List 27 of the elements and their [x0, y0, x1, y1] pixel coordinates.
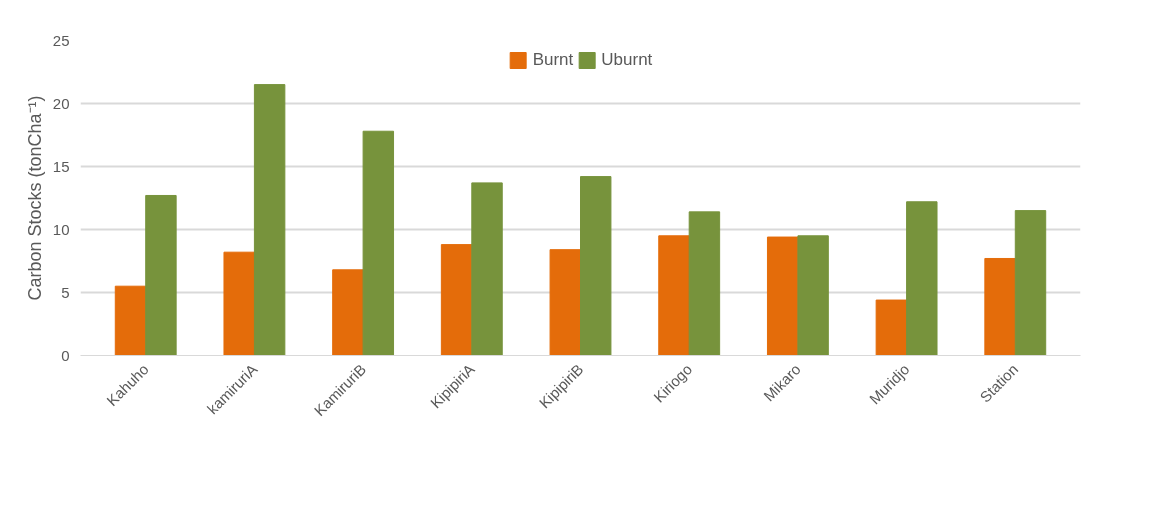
bar: [223, 251, 255, 356]
bar: [875, 299, 908, 356]
bar: [658, 235, 690, 356]
y-tick-label: 15: [52, 157, 70, 175]
bar: [688, 211, 721, 356]
bar: [797, 235, 829, 356]
legend-label: Burnt: [532, 50, 574, 70]
bar: [471, 182, 503, 356]
y-tick-label: 10: [52, 220, 70, 238]
y-tick-label: 5: [61, 283, 70, 301]
bar: [440, 244, 473, 356]
y-axis-title: Carbon Stocks (tonCha⁻¹): [24, 95, 45, 301]
bar: [145, 194, 177, 356]
bar: [766, 236, 799, 356]
bar: [580, 176, 612, 356]
bar: [114, 285, 147, 356]
bar: [906, 201, 938, 356]
y-tick-label: 20: [52, 94, 70, 112]
bar: [1014, 210, 1047, 356]
y-tick-label: 0: [61, 346, 70, 364]
bar: [549, 249, 581, 356]
bar: [332, 269, 364, 356]
y-tick-label: 25: [52, 31, 70, 49]
legend-label: Uburnt: [601, 50, 653, 70]
bar: [984, 257, 1016, 356]
bar: [362, 130, 395, 356]
bar: [253, 84, 286, 356]
